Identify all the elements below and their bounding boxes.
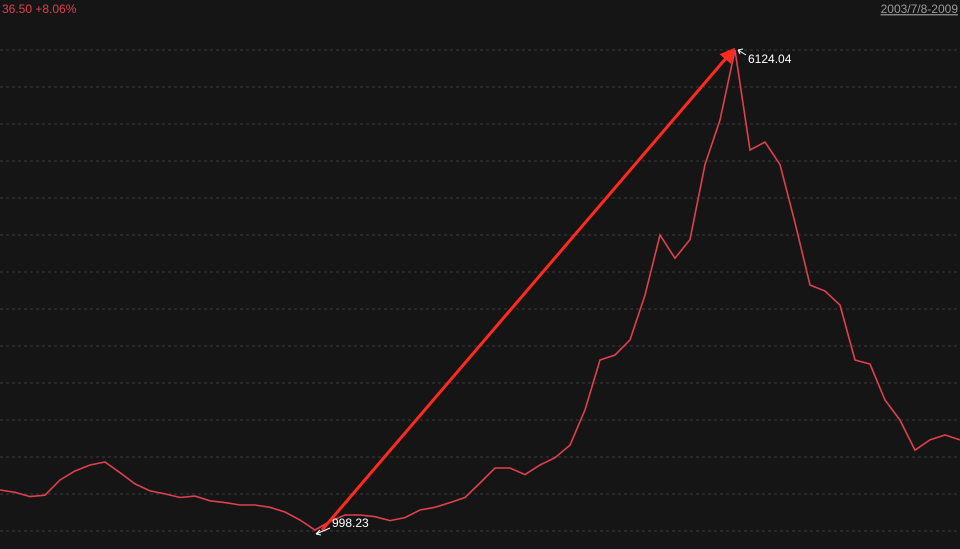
plot [0, 49, 960, 531]
grid [0, 49, 960, 532]
range-label: 2003/7/8-2009 [881, 2, 959, 16]
peak-pointer [737, 48, 747, 56]
peak-annotation: 6124.04 [748, 52, 792, 66]
quote-label: 36.50 +8.06% [2, 2, 77, 16]
low-annotation: 998.23 [332, 516, 369, 530]
trend-arrow [320, 47, 735, 531]
price-line [0, 49, 960, 531]
low-pointer [315, 527, 331, 536]
